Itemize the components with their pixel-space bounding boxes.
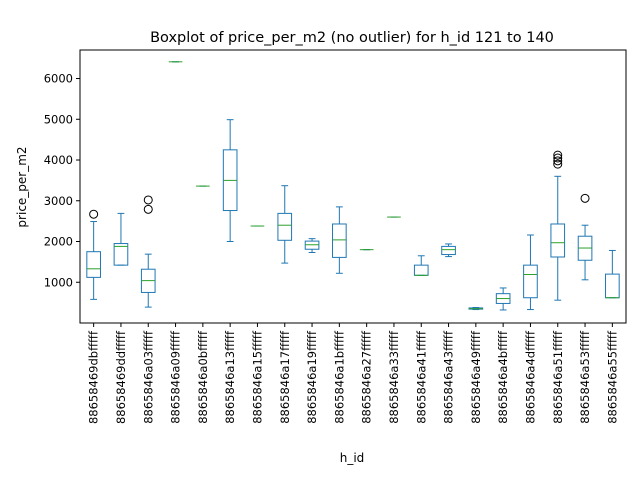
y-tick-label: 2000 — [44, 235, 73, 249]
box-8865846a4bfffff — [495, 287, 511, 311]
x-tick-label: 8865846a55fffff — [605, 330, 619, 424]
y-tick-label: 4000 — [44, 153, 73, 167]
x-tick-label: 8865846a19fffff — [305, 330, 319, 424]
y-axis-label: price_per_m2 — [15, 146, 29, 227]
y-axis: 1000 2000 3000 4000 5000 6000 — [44, 72, 80, 289]
x-tick-label: 88658469dbfffff — [87, 330, 101, 424]
outlier-point — [580, 193, 590, 203]
box-8865846a03fffff — [140, 195, 156, 308]
x-tick-label: 8865846a53fffff — [578, 330, 592, 424]
chart-title: Boxplot of price_per_m2 (no outlier) for… — [150, 30, 554, 46]
x-tick-label: 8865846a03fffff — [141, 330, 155, 424]
y-tick-label: 1000 — [44, 275, 73, 289]
box-88658469ddfffff — [113, 212, 129, 266]
iqr-box — [277, 212, 293, 241]
x-tick-label: 8865846a09fffff — [169, 330, 183, 424]
x-tick-label: 8865846a13fffff — [223, 330, 237, 424]
iqr-box — [332, 223, 347, 258]
plot-frame — [79, 49, 627, 324]
x-tick-label: 8865846a4bfffff — [496, 330, 510, 424]
x-tick-label: 8865846a4dfffff — [523, 330, 537, 424]
box-8865846a1bfffff — [332, 206, 347, 274]
box-8865846a43fffff — [441, 243, 456, 258]
x-axis: 88658469dbfffff 88658469ddfffff 8865846a03… — [87, 323, 619, 424]
y-tick-label: 6000 — [44, 72, 73, 86]
box-8865846a51fffff — [550, 150, 566, 301]
iqr-box — [86, 251, 101, 278]
outlier-point — [143, 204, 153, 214]
x-tick-label: 8865846a27fffff — [360, 330, 374, 424]
x-tick-label: 8865846a43fffff — [442, 330, 456, 424]
outlier-point — [553, 156, 563, 166]
box-8865846a17fffff — [277, 185, 293, 264]
x-tick-label: 88658469ddfffff — [114, 330, 128, 424]
box-88658469dbfffff — [86, 209, 101, 300]
outlier-point — [553, 153, 563, 163]
x-tick-label: 8865846a51fffff — [551, 330, 565, 424]
box-8865846a4dfffff — [523, 234, 538, 311]
outlier-point — [143, 195, 153, 205]
box-8865846a13fffff — [222, 119, 238, 243]
x-tick-label: 8865846a15fffff — [250, 330, 264, 424]
x-tick-label: 8865846a0bfffff — [196, 330, 210, 424]
iqr-box — [413, 264, 429, 276]
box-8865846a41fffff — [413, 255, 429, 276]
y-tick-label: 3000 — [44, 194, 73, 208]
iqr-box — [605, 273, 620, 299]
x-tick-label: 8865846a33fffff — [387, 330, 401, 424]
x-tick-label: 8865846a41fffff — [414, 330, 428, 424]
y-tick-label: 5000 — [44, 112, 73, 126]
outlier-point — [89, 209, 99, 219]
box-8865846a19fffff — [304, 238, 320, 254]
box-8865846a49fffff — [468, 307, 484, 311]
x-axis-label: h_id — [340, 451, 365, 465]
iqr-box — [523, 264, 538, 299]
box-8865846a55fffff — [605, 249, 620, 299]
outlier-point — [553, 159, 563, 169]
iqr-box — [550, 223, 566, 258]
plot-area — [79, 49, 627, 324]
outlier-point — [553, 150, 563, 160]
box-8865846a53fffff — [577, 193, 593, 281]
iqr-box — [441, 245, 456, 256]
x-tick-label: 8865846a1bfffff — [332, 330, 346, 424]
x-tick-label: 8865846a49fffff — [469, 330, 483, 424]
iqr-box — [113, 243, 129, 266]
x-tick-label: 8865846a17fffff — [278, 330, 292, 424]
